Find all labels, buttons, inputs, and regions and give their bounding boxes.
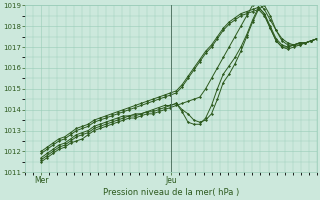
X-axis label: Pression niveau de la mer( hPa ): Pression niveau de la mer( hPa ) bbox=[103, 188, 239, 197]
